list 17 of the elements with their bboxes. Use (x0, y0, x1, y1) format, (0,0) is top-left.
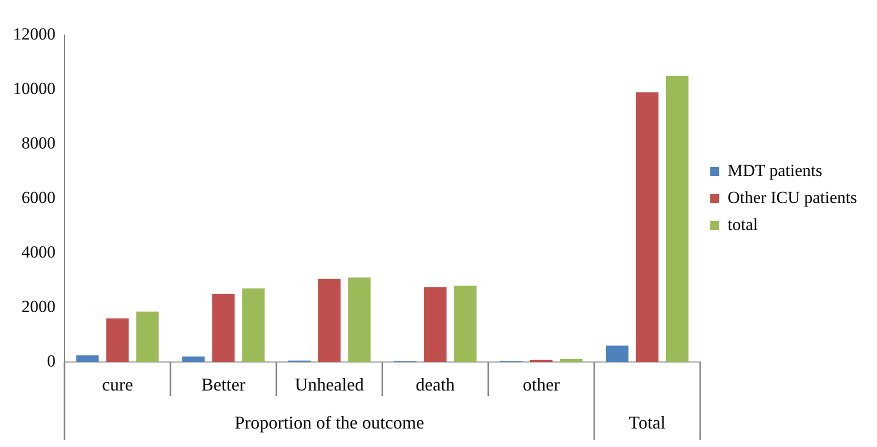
y-tick-label: 10000 (13, 78, 56, 98)
y-tick-label: 2000 (22, 296, 56, 316)
y-tick-label: 4000 (22, 242, 56, 262)
text: Total (628, 412, 666, 433)
y-tick-label: 12000 (13, 24, 56, 44)
x-axis-title: Proportion of the outcome (234, 412, 424, 433)
legend-label: total (728, 214, 758, 234)
x-tick-label: Better (201, 374, 246, 395)
x-tick-label: death (416, 374, 455, 395)
legend-label: MDT patients (728, 160, 822, 180)
y-tick-label: 8000 (22, 133, 56, 152)
x-tick-label: other (522, 374, 560, 395)
y-tick-label: 6000 (22, 188, 56, 207)
x-tick-label: cure (102, 374, 133, 395)
y-tick-label: 0 (47, 351, 56, 370)
x-tick-label: Unhealed (294, 374, 364, 395)
legend-label: Other ICU patients (728, 188, 857, 207)
